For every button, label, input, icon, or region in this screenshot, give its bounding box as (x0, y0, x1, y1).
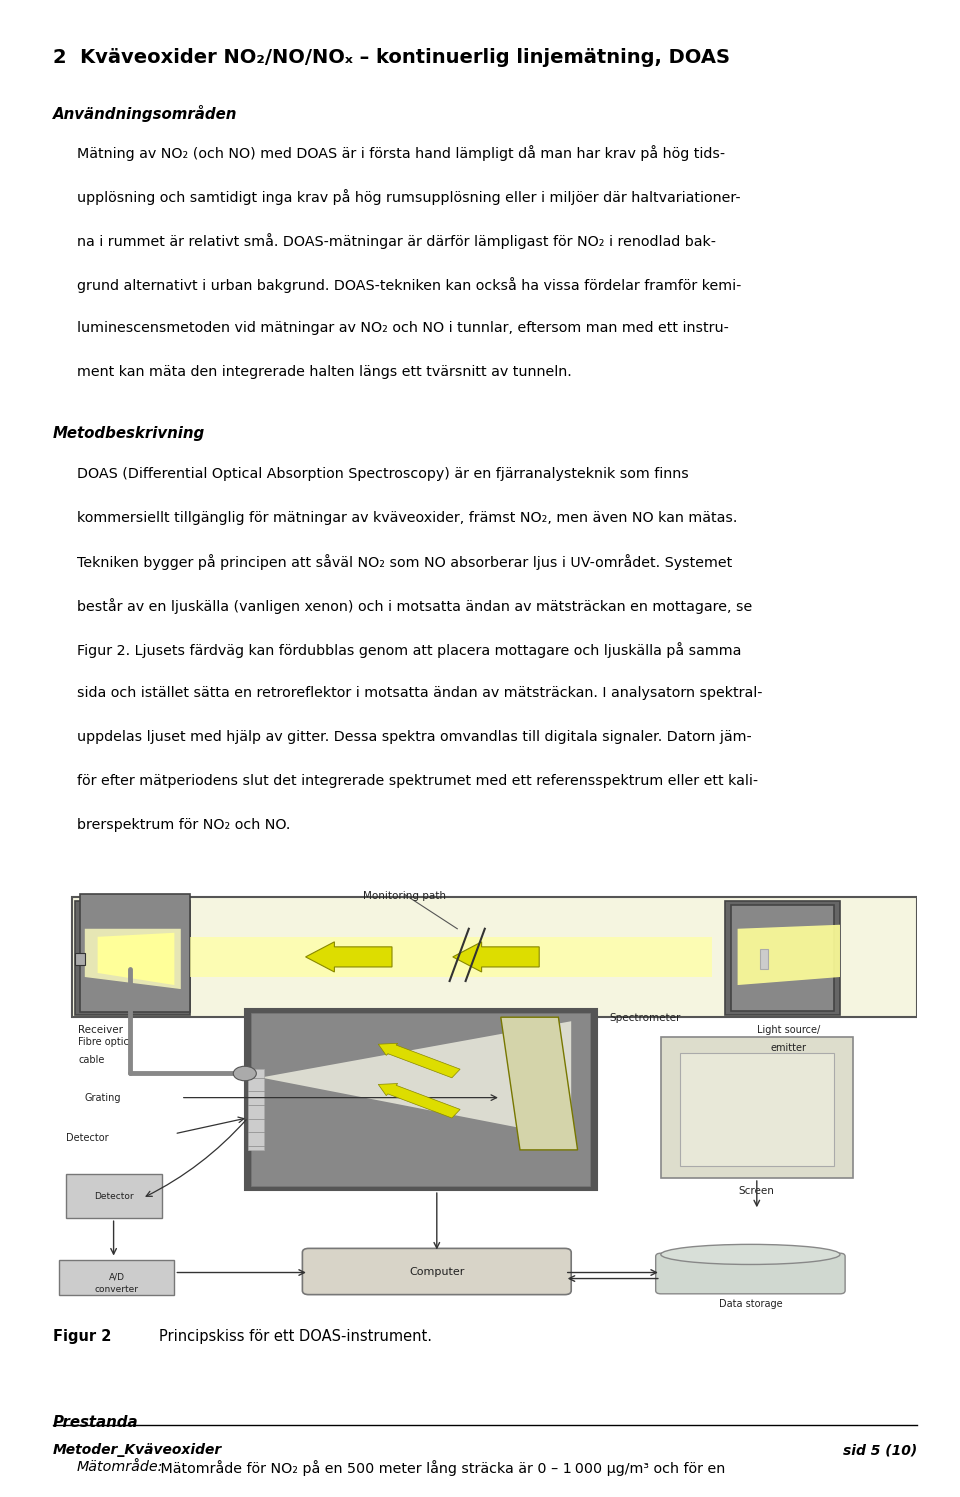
FancyBboxPatch shape (60, 1260, 175, 1295)
Text: uppdelas ljuset med hjälp av gitter. Dessa spektra omvandlas till digitala signa: uppdelas ljuset med hjälp av gitter. Des… (77, 731, 752, 744)
FancyArrow shape (378, 1043, 460, 1078)
Text: Tekniken bygger på principen att såväl NO₂ som NO absorberar ljus i UV-området. : Tekniken bygger på principen att såväl N… (77, 554, 732, 570)
Text: converter: converter (95, 1286, 139, 1295)
FancyBboxPatch shape (245, 1009, 597, 1190)
FancyBboxPatch shape (732, 904, 833, 1010)
Text: brerspektrum för NO₂ och NO.: brerspektrum för NO₂ och NO. (77, 817, 290, 832)
FancyBboxPatch shape (65, 1174, 161, 1219)
Text: luminescensmetoden vid mätningar av NO₂ och NO i tunnlar, eftersom man med ett i: luminescensmetoden vid mätningar av NO₂ … (77, 320, 729, 335)
Text: sid 5 (10): sid 5 (10) (843, 1443, 917, 1457)
FancyBboxPatch shape (75, 901, 190, 1015)
Text: Computer: Computer (409, 1266, 465, 1277)
Text: emitter: emitter (771, 1043, 806, 1054)
Text: Screen: Screen (739, 1186, 775, 1196)
Text: 2  Kväveoxider NO₂/NO/NOₓ – kontinuerlig linjemätning, DOAS: 2 Kväveoxider NO₂/NO/NOₓ – kontinuerlig … (53, 48, 730, 67)
Text: Prestanda: Prestanda (53, 1415, 138, 1431)
Text: upplösning och samtidigt inga krav på hög rumsupplösning eller i miljöer där hal: upplösning och samtidigt inga krav på hö… (77, 189, 740, 205)
Text: kommersiellt tillgänglig för mätningar av kväveoxider, främst NO₂, men även NO k: kommersiellt tillgänglig för mätningar a… (77, 510, 737, 524)
Text: DOAS (Differential Optical Absorption Spectroscopy) är en fjärranalysteknik som : DOAS (Differential Optical Absorption Sp… (77, 467, 688, 481)
FancyBboxPatch shape (72, 897, 917, 1016)
Text: består av en ljuskälla (vanligen xenon) och i motsatta ändan av mätsträckan en m: består av en ljuskälla (vanligen xenon) … (77, 599, 752, 614)
Ellipse shape (660, 1244, 840, 1265)
FancyBboxPatch shape (660, 1037, 852, 1178)
Text: Detector: Detector (94, 1192, 133, 1201)
Text: Metoder_Kväveoxider: Metoder_Kväveoxider (53, 1443, 222, 1457)
Polygon shape (261, 1021, 571, 1138)
Text: sida och istället sätta en retroreflektor i motsatta ändan av mätsträckan. I ana: sida och istället sätta en retroreflekto… (77, 686, 762, 701)
Polygon shape (737, 925, 840, 985)
Text: cable: cable (79, 1055, 105, 1066)
Text: A/D: A/D (108, 1272, 125, 1281)
Polygon shape (190, 937, 712, 978)
Text: Figur 2: Figur 2 (53, 1328, 111, 1344)
Text: Mätning av NO₂ (och NO) med DOAS är i första hand lämpligt då man har krav på hö: Mätning av NO₂ (och NO) med DOAS är i fö… (77, 145, 725, 162)
Polygon shape (501, 1016, 578, 1150)
Text: Detector: Detector (65, 1133, 108, 1142)
Text: Spectrometer: Spectrometer (610, 1013, 681, 1022)
Text: Användningsområden: Användningsområden (53, 105, 237, 121)
Text: Metodbeskrivning: Metodbeskrivning (53, 427, 205, 442)
Text: ment kan mäta den integrerade halten längs ett tvärsnitt av tunneln.: ment kan mäta den integrerade halten län… (77, 364, 571, 379)
Polygon shape (84, 928, 180, 990)
FancyArrow shape (378, 1084, 460, 1118)
Polygon shape (98, 933, 175, 985)
Text: Principskiss för ett DOAS-instrument.: Principskiss för ett DOAS-instrument. (122, 1328, 432, 1344)
FancyBboxPatch shape (680, 1054, 833, 1166)
FancyBboxPatch shape (760, 949, 768, 969)
Text: Figur 2. Ljusets färdväg kan fördubblas genom att placera mottagare och ljuskäll: Figur 2. Ljusets färdväg kan fördubblas … (77, 642, 741, 659)
Text: Monitoring path: Monitoring path (363, 891, 446, 901)
FancyBboxPatch shape (248, 1069, 264, 1150)
FancyBboxPatch shape (725, 901, 840, 1015)
Text: Light source/: Light source/ (757, 1025, 821, 1036)
Text: Fibre optic: Fibre optic (79, 1037, 130, 1048)
FancyBboxPatch shape (302, 1248, 571, 1295)
FancyArrow shape (453, 942, 540, 972)
Text: Mätområde för NO₂ på en 500 meter lång sträcka är 0 – 1 000 μg/m³ och för en: Mätområde för NO₂ på en 500 meter lång s… (156, 1460, 726, 1476)
Text: Receiver: Receiver (79, 1025, 124, 1036)
Text: na i rummet är relativt små. DOAS-mätningar är därför lämpligast för NO₂ i renod: na i rummet är relativt små. DOAS-mätnin… (77, 234, 716, 249)
FancyBboxPatch shape (81, 894, 190, 1012)
FancyBboxPatch shape (75, 954, 84, 966)
FancyBboxPatch shape (252, 1013, 590, 1186)
Text: Mätområde:: Mätområde: (77, 1460, 163, 1475)
FancyArrow shape (305, 942, 392, 972)
FancyBboxPatch shape (656, 1253, 845, 1293)
Circle shape (233, 1066, 256, 1081)
Text: för efter mätperiodens slut det integrerade spektrumet med ett referensspektrum : för efter mätperiodens slut det integrer… (77, 774, 758, 787)
Text: grund alternativt i urban bakgrund. DOAS-tekniken kan också ha vissa fördelar fr: grund alternativt i urban bakgrund. DOAS… (77, 277, 741, 293)
Text: Data storage: Data storage (719, 1298, 782, 1308)
Text: Grating: Grating (84, 1093, 121, 1103)
